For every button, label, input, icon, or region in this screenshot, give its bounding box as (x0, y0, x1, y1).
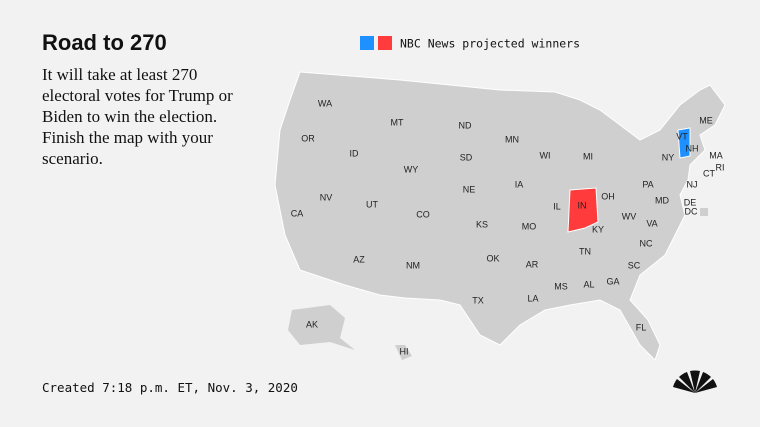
vermont[interactable] (677, 127, 691, 159)
state-label: MT (391, 117, 404, 127)
state-label: OR (301, 133, 315, 143)
state-label: TX (472, 295, 484, 305)
state-label: OK (486, 253, 499, 263)
state-label: OH (601, 191, 615, 201)
state-label: UT (366, 199, 378, 209)
state-label: ID (350, 148, 360, 158)
state-label: NC (640, 238, 653, 248)
state-label: PA (642, 179, 653, 189)
legend-label: NBC News projected winners (400, 37, 580, 51)
state-label: NY (662, 152, 675, 162)
state-label: MN (505, 134, 519, 144)
state-label: MI (583, 151, 593, 161)
state-label: DE (684, 197, 697, 207)
state-label: VT (676, 131, 688, 141)
state-label: CT (703, 168, 715, 178)
state-label: AK (306, 319, 318, 329)
state-label: NJ (687, 179, 698, 189)
state-label: WI (540, 150, 551, 160)
state-label: WY (404, 164, 419, 174)
state-label: NM (406, 260, 420, 270)
alaska[interactable] (288, 305, 355, 350)
nbc-logo (673, 370, 717, 393)
state-label: RI (716, 162, 725, 172)
state-label: MO (522, 221, 537, 231)
state-label: CA (291, 208, 304, 218)
state-label: CO (416, 209, 430, 219)
state-label: NE (463, 184, 476, 194)
indiana[interactable] (567, 187, 599, 233)
legend-swatch-red (378, 36, 392, 50)
state-label: SC (628, 260, 641, 270)
description: It will take at least 270 electoral vote… (42, 65, 233, 168)
footer: Created 7:18 p.m. ET, Nov. 3, 2020 (42, 380, 298, 395)
state-label: WV (622, 211, 637, 221)
hawaii[interactable] (395, 345, 412, 360)
state-label: NV (320, 192, 333, 202)
state-label: AR (526, 259, 539, 269)
state-label: NH (686, 143, 699, 153)
state-label: LA (527, 293, 538, 303)
state-label: MD (655, 195, 669, 205)
state-label: IA (515, 179, 524, 189)
state-label: IN (578, 200, 587, 210)
legend-swatch-blue (360, 36, 374, 50)
state-label: MA (709, 150, 723, 160)
state-label: WA (318, 98, 332, 108)
state-label: MS (554, 281, 568, 291)
state-label: DC (685, 206, 698, 216)
us-mainland[interactable] (274, 71, 726, 361)
state-label: GA (606, 276, 619, 286)
state-label: FL (636, 322, 647, 332)
state-label: TN (579, 246, 591, 256)
state-label: AZ (353, 254, 365, 264)
title: Road to 270 (42, 30, 167, 55)
state-label: KY (592, 224, 604, 234)
state-label: SD (460, 152, 473, 162)
state-label: ME (699, 115, 713, 125)
state-label: KS (476, 219, 488, 229)
state-label: VA (646, 218, 657, 228)
dc-box[interactable] (700, 208, 708, 216)
state-label: HI (400, 346, 409, 356)
state-label: IL (553, 201, 561, 211)
state-labels: WA OR ID MT ND MN WI MI WY SD IA NE IL IN OH PA NY VT NH ME… (291, 98, 725, 356)
state-label: ND (459, 120, 472, 130)
state-label: AL (583, 279, 594, 289)
